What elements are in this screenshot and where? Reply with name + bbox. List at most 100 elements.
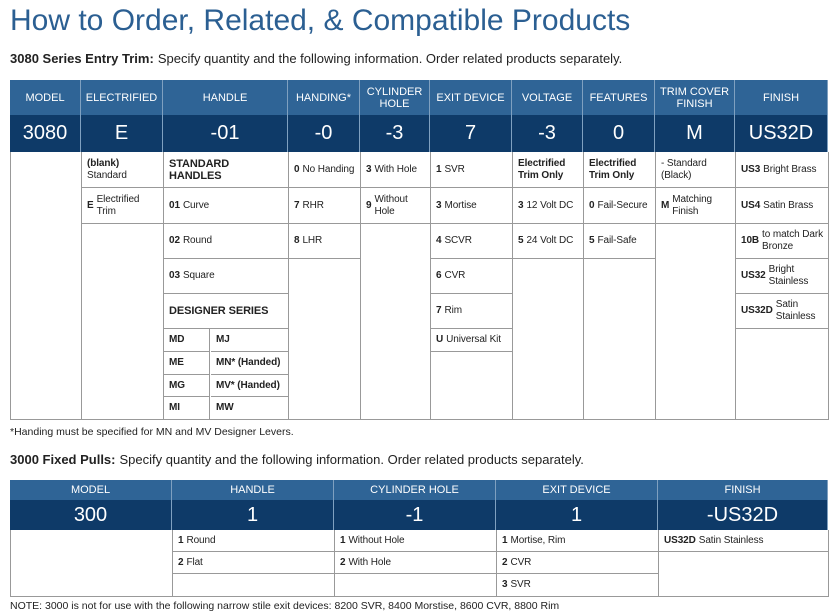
column (583, 152, 655, 420)
option-cell: 3 With Hole (361, 152, 430, 188)
option-cell: 4 SCVR (431, 224, 512, 259)
option-code: U (436, 334, 444, 345)
option-code: Electrified Trim Only (589, 157, 637, 181)
option-code: Electrified Trim Only (518, 157, 566, 181)
designer-cell: MG (164, 375, 210, 397)
designer-cell: MI (164, 397, 210, 420)
column-header: EXIT DEVICE (430, 80, 512, 115)
option-text: Mortise, Rim (510, 534, 566, 546)
column (334, 530, 496, 597)
option-cell: Electrified Trim Only (513, 152, 583, 188)
option-text: Square (182, 270, 215, 281)
option-text: Bright Stainless (768, 264, 809, 287)
option-code: 8 (294, 235, 300, 246)
option-cell: Electrified Trim Only (584, 152, 655, 188)
option-cell: US32D Satin Stainless (736, 294, 828, 329)
option-cell: 7 Rim (431, 294, 512, 329)
option-code: US3 (741, 163, 761, 175)
option-text: No Handing (302, 163, 355, 175)
option-cell: 3 12 Volt DC (513, 188, 583, 224)
option-cell: 0 Fail-Secure (584, 188, 655, 224)
column-header: HANDLE (163, 80, 288, 115)
option-code: 6 (436, 270, 442, 281)
designer-cell: MV* (Handed) (211, 375, 288, 397)
option-code: US32 (741, 270, 766, 281)
designer-code: MG (169, 379, 185, 391)
option-cell: 02 Round (164, 224, 288, 259)
option-cell: 9 Without Hole (361, 188, 430, 224)
option-text: Fail-Safe (597, 235, 637, 246)
column-code: 1 (496, 500, 658, 530)
option-text: Without Hole (348, 534, 405, 546)
option-cell: STANDARD HANDLES (164, 152, 288, 188)
column-code: 0 (583, 115, 655, 152)
option-cell: 8 LHR (289, 224, 360, 259)
option-text: - Standard (Black) (661, 157, 707, 181)
option-text: Round (186, 534, 216, 546)
intro-label: 3080 Series Entry Trim: (10, 51, 154, 66)
column (655, 152, 735, 420)
column-code: E (81, 115, 163, 152)
option-code: 2 (178, 556, 184, 568)
column-code: US32D (735, 115, 828, 152)
column-code: -US32D (658, 500, 828, 530)
option-cell: M Matching Finish (656, 188, 735, 224)
option-code: 5 (518, 235, 524, 246)
column-code: -01 (163, 115, 288, 152)
option-code: M (661, 199, 670, 211)
column-header: TRIM COVER FINISH (655, 80, 735, 115)
option-code: 3 (518, 199, 524, 211)
option-code: (blank) (87, 157, 120, 169)
column (288, 152, 360, 420)
designer-cell: MW (211, 397, 288, 420)
designer-code: MD (169, 334, 185, 345)
option-cell: 1 Round (173, 530, 334, 552)
option-text: Without Hole (374, 193, 408, 217)
option-cell: 0 No Handing (289, 152, 360, 188)
column (735, 152, 829, 420)
option-cell: 3 SVR (497, 574, 658, 597)
option-code: 4 (436, 235, 442, 246)
option-text: Satin Stainless (775, 299, 816, 322)
intro: 3000 Fixed Pulls: Specify quantity and th… (10, 452, 584, 467)
column-header: HANDING* (288, 80, 360, 115)
option-text: Curve (182, 199, 210, 211)
option-cell: 1 Mortise, Rim (497, 530, 658, 552)
column-code: 300 (10, 500, 172, 530)
option-cell: US32 Bright Stainless (736, 259, 828, 294)
option-code: 0 (294, 163, 300, 175)
option-code: 02 (169, 235, 180, 246)
column (10, 152, 81, 420)
option-code: 7 (294, 199, 300, 211)
option-cell: 1 SVR (431, 152, 512, 188)
column-code: -0 (288, 115, 360, 152)
option-cell: 6 CVR (431, 259, 512, 294)
column (81, 152, 163, 420)
option-cell: - Standard (Black) (656, 152, 735, 188)
heading: STANDARD HANDLES (169, 157, 230, 182)
option-text: Satin Stainless (698, 534, 764, 546)
option-text: 24 Volt DC (526, 235, 574, 246)
option-text: Round (182, 235, 212, 246)
option-text: Mortise (444, 199, 477, 211)
option-text: Universal Kit (446, 334, 501, 345)
option-code: 1 (436, 163, 442, 175)
option-code: 7 (436, 305, 442, 316)
designer-cell: MJ (211, 329, 288, 352)
option-code: 5 (589, 235, 595, 246)
option-cell: 5 24 Volt DC (513, 224, 583, 259)
column-header: ELECTRIFIED (81, 80, 163, 115)
option-code: 10B (741, 235, 760, 246)
option-code: 03 (169, 270, 180, 281)
option-code: 3 (502, 579, 508, 590)
column-header: HANDLE (172, 480, 334, 500)
option-text: Matching Finish (672, 193, 713, 217)
option-text: With Hole (348, 556, 391, 568)
option-text: CVR (510, 556, 532, 568)
option-cell: 7 RHR (289, 188, 360, 224)
designer-cell: MD (164, 329, 210, 352)
option-cell: 2 Flat (173, 552, 334, 574)
option-cell: US4 Satin Brass (736, 188, 828, 224)
option-code: US32D (664, 534, 696, 546)
